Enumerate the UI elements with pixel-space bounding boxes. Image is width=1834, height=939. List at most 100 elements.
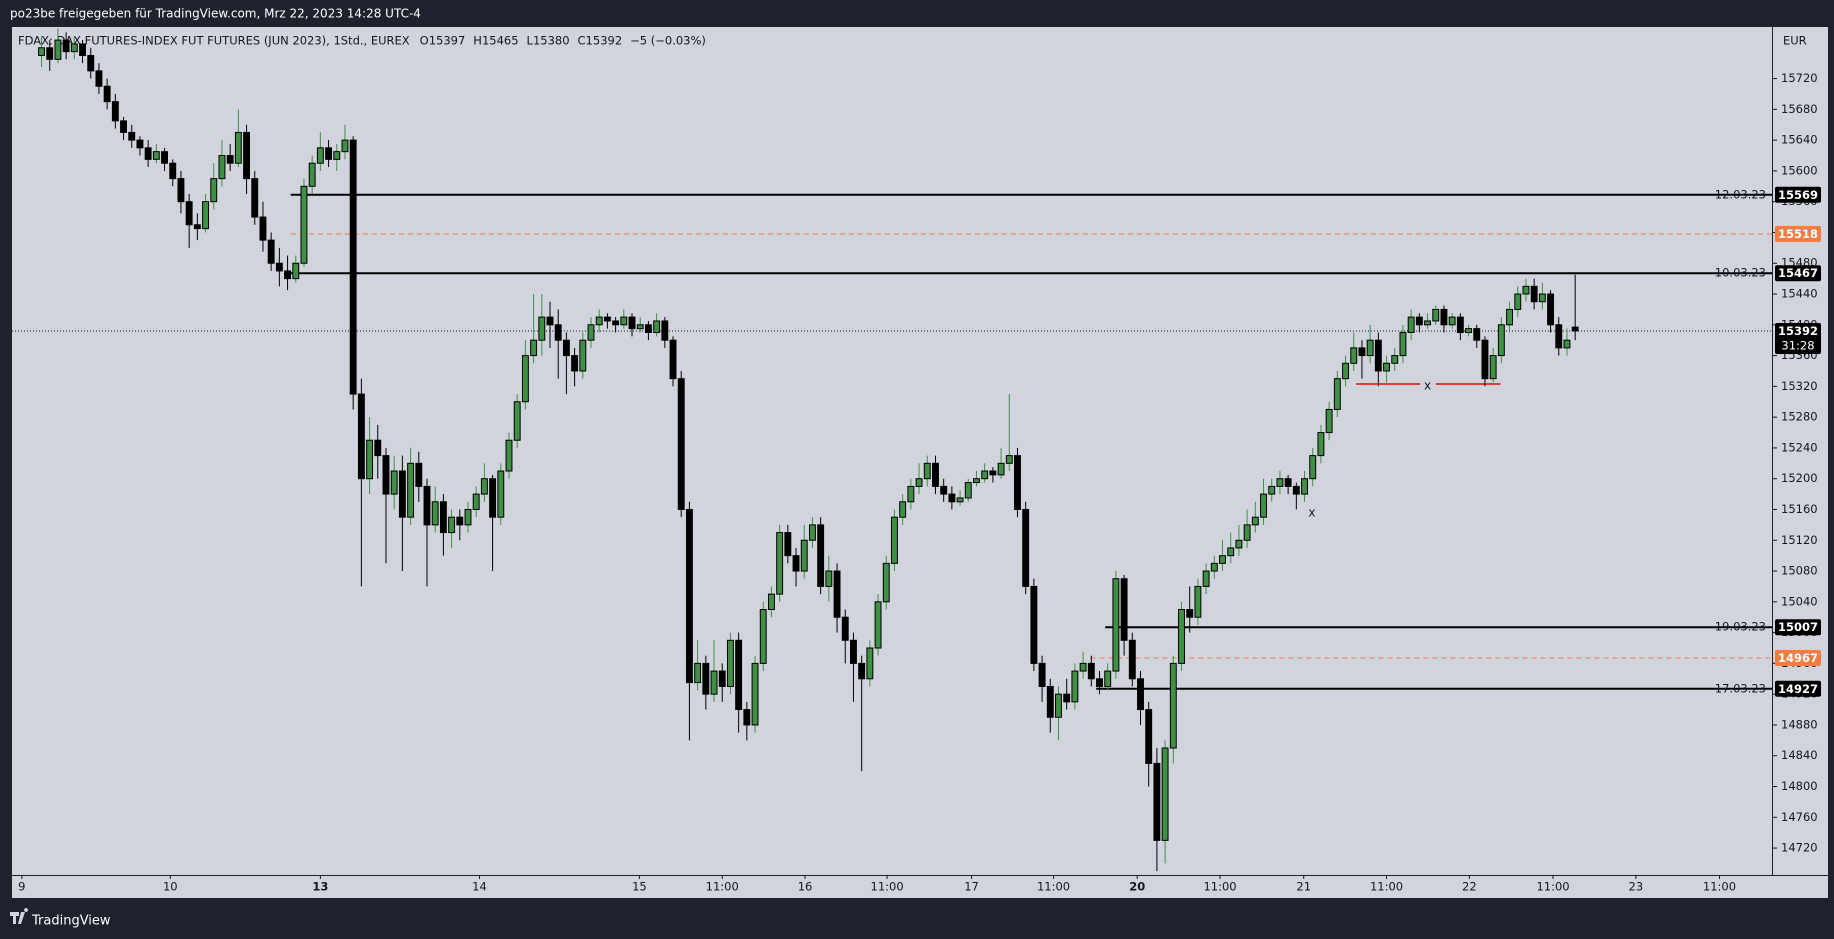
candle-body [472,493,480,510]
x-tick-label: 11:00 [706,880,739,894]
candle-body [1186,609,1194,618]
header: po23be freigegeben für TradingView.com, … [10,7,421,21]
candle-body [538,316,546,341]
candle-body [169,162,177,180]
candle-body [128,131,136,141]
candle-body [866,647,874,680]
x-tick-label: 9 [18,880,25,894]
brand: TradingView [31,914,111,929]
candle-body [776,532,784,595]
x-tick-label: 22 [1462,880,1477,894]
candle-body [1210,562,1218,572]
candle-body [1489,355,1497,380]
candle-body [218,155,226,180]
level-price-label: 15467 [1778,266,1818,280]
candle-body [185,201,193,226]
candle-body [300,185,308,264]
candle-body [431,501,439,526]
candle-body [120,120,127,133]
y-tick-label: 15200 [1781,471,1818,485]
y-tick-label: 14840 [1781,748,1818,762]
candle-body [1399,331,1407,357]
candle-body [1473,328,1481,341]
x-tick-label: 15 [632,880,647,894]
candle-body [1169,662,1177,749]
marker: x [1424,379,1431,393]
candle-body [899,501,907,518]
candle-body [530,339,538,357]
candle-body [1514,293,1522,310]
y-tick-label: 15080 [1781,564,1818,578]
candle-body [1440,308,1448,326]
candle-body [341,139,349,153]
candle-body [1112,578,1120,672]
x-tick-label: 11:00 [1203,880,1236,894]
candle-body [981,470,989,480]
currency: EUR [1783,34,1807,48]
candle-body [390,470,398,495]
candle-body [374,439,382,457]
candle-body [1079,662,1087,672]
candle-body [792,555,800,572]
candle-body [808,524,816,541]
x-tick-label: 13 [312,880,328,894]
candle-body [87,54,95,72]
y-tick-label: 15040 [1781,594,1818,608]
candle-body [882,562,890,603]
countdown: 31:28 [1781,338,1814,352]
candle-body [636,324,644,330]
last-price-box [1775,322,1821,354]
candle-body [1424,320,1431,326]
candle-body [1276,478,1284,487]
candle-body [1407,316,1415,333]
chart-layer: 1472014760148001484014880149201496015000… [12,28,1821,894]
candle-body [54,39,62,60]
candle-body [1530,285,1538,303]
candle-body [1178,609,1185,664]
candle-body [357,393,365,480]
candle-body [1309,455,1317,480]
y-tick-label: 15120 [1781,533,1818,547]
x-tick-label: 16 [798,880,813,894]
level-label: 19.03.23 [1715,620,1766,634]
candle-body [497,470,505,518]
candle-body [1301,478,1308,495]
candle-body [735,639,743,711]
candle-body [669,339,677,380]
candle-body [193,224,201,230]
level-price-box [1775,186,1821,203]
candle-body [1268,485,1276,495]
candle-body [973,478,980,484]
y-tick-label: 15600 [1781,163,1818,177]
candle-body [1260,493,1267,518]
price-axis [1773,27,1828,875]
candle-body [259,216,267,241]
candle-body [398,470,406,518]
candle-body [587,324,595,341]
candle-body [1342,362,1349,380]
candle-body [489,478,497,518]
candle-body [152,151,160,160]
candle-body [1358,347,1366,357]
candle-body [333,151,341,160]
candle-body [923,462,931,480]
candle-body [103,85,111,103]
candle-body [628,316,636,330]
x-tick-label: 17 [964,880,979,894]
y-tick-label: 15680 [1781,102,1818,116]
candle-body [62,39,70,53]
candle-body [653,320,661,333]
candle-body [1383,362,1390,372]
y-tick-label: 15440 [1781,287,1818,301]
candle-body [95,70,103,87]
candle-body [562,339,570,357]
candle-body [833,570,841,618]
candle-body [1432,308,1440,322]
candle-body [1350,347,1358,364]
candle-body [177,178,185,203]
level-label: 12.03.23 [1715,187,1766,201]
logo-mark [10,908,29,924]
candle-body [234,131,242,164]
x-tick-label: 21 [1296,880,1311,894]
